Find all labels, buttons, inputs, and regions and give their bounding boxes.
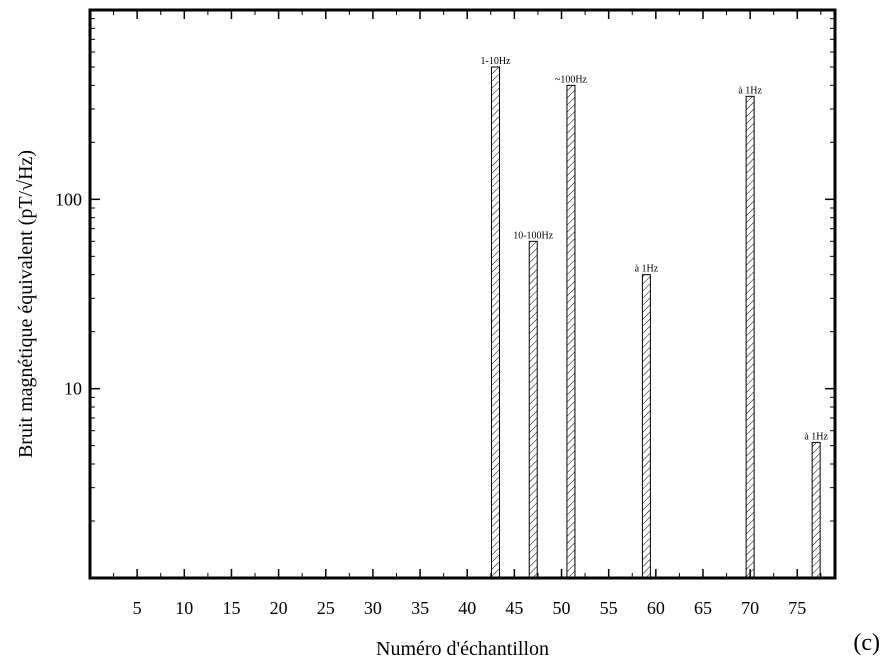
x-tick-label: 5	[133, 598, 142, 618]
x-tick-label: 65	[694, 598, 712, 618]
x-tick-label: 20	[270, 598, 288, 618]
bar	[811, 441, 821, 579]
x-tick-label: 15	[222, 598, 240, 618]
x-tick-label: 25	[317, 598, 335, 618]
plot-frame	[88, 8, 837, 580]
panel-label: (c)	[853, 630, 880, 656]
axis-ticks	[90, 10, 835, 579]
bar-labels: 1-10Hz 10-100Hz ~100Hz à 1Hz à 1Hz à 1Hz	[481, 56, 829, 442]
bar-label: 10-100Hz	[513, 230, 554, 241]
x-tick-label: 30	[364, 598, 382, 618]
bar	[566, 84, 576, 579]
x-tick-label: 45	[505, 598, 523, 618]
x-tick-label: 35	[411, 598, 429, 618]
bar	[528, 240, 538, 579]
x-tick-label: 55	[600, 598, 618, 618]
bar-label: à 1Hz	[804, 431, 828, 442]
bar	[491, 66, 501, 579]
y-tick-labels: 10 100	[55, 189, 82, 398]
x-tick-label: 10	[175, 598, 193, 618]
bar-label: à 1Hz	[738, 85, 762, 96]
bar-label: à 1Hz	[635, 264, 659, 275]
x-tick-label: 70	[741, 598, 759, 618]
x-tick-labels: 5 10 15 20 25 30 35 40 45 50 55 60 65 70 75	[133, 598, 807, 618]
x-tick-label: 50	[553, 598, 571, 618]
x-tick-label: 75	[788, 598, 806, 618]
bar-label: ~100Hz	[555, 74, 588, 85]
bar	[641, 274, 651, 579]
x-tick-label: 40	[458, 598, 476, 618]
x-axis-title: Numéro d'échantillon	[376, 638, 549, 660]
x-tick-label: 60	[647, 598, 665, 618]
bar-label: 1-10Hz	[481, 56, 512, 67]
bar	[745, 95, 755, 579]
y-axis-title: Bruit magnétique équivalent (pT/√Hz)	[15, 150, 37, 458]
y-tick-label: 100	[55, 189, 82, 209]
bars	[491, 66, 821, 579]
y-tick-label: 10	[64, 379, 82, 399]
